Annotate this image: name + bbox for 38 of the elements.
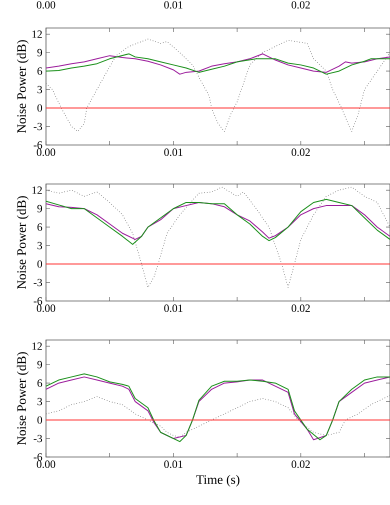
y-tick-label: 3 xyxy=(38,242,42,250)
y-tick-label: 9 xyxy=(37,360,42,368)
y-tick-label: 12 xyxy=(32,30,42,38)
x-tick-label: 0.01 xyxy=(164,460,182,468)
y-tick-label: -6 xyxy=(34,453,42,461)
y-tick-label: 3 xyxy=(38,86,42,94)
x-tick-label: 0.00 xyxy=(36,460,56,468)
y-tick-label: 9 xyxy=(37,204,42,212)
y-tick-label: 12 xyxy=(32,342,42,350)
y-tick-label: 0 xyxy=(37,104,42,112)
y-tick-label: 6 xyxy=(37,223,42,231)
x-tick-label: 0.01 xyxy=(164,148,182,156)
x-tick-label: 0.02 xyxy=(292,460,310,468)
y-axis-title: Noise Power (dB) xyxy=(16,40,29,134)
y-tick-label: 0 xyxy=(37,260,42,268)
y-tick-label: -6 xyxy=(34,141,42,149)
x-tick-label: 0.00 xyxy=(36,148,56,156)
text: 0.02 xyxy=(292,1,310,9)
x-tick-label: 0.00 xyxy=(36,304,56,312)
y-axis-title: Noise Power (dB) xyxy=(16,196,29,290)
y-tick-label: 6 xyxy=(37,379,42,387)
y-tick-label: -6 xyxy=(34,297,42,305)
y-tick-label: -3 xyxy=(34,278,42,286)
y-tick-label: 3 xyxy=(38,398,42,406)
y-tick-label: -3 xyxy=(34,434,42,442)
text: 0.01 xyxy=(164,1,182,9)
y-tick-label: -3 xyxy=(34,122,42,130)
y-tick-label: 6 xyxy=(37,67,42,75)
x-axis-title: Time (s) xyxy=(196,474,240,487)
x-tick-label: 0.01 xyxy=(164,304,182,312)
x-tick-label: 0.02 xyxy=(292,304,310,312)
y-tick-label: 9 xyxy=(37,48,42,56)
y-tick-label: 12 xyxy=(32,186,42,194)
y-tick-label: 0 xyxy=(37,416,42,424)
line-series xyxy=(46,53,390,75)
y-axis-title: Noise Power (dB) xyxy=(16,352,29,446)
text: 0.00 xyxy=(36,1,56,9)
x-tick-label: 0.02 xyxy=(292,148,310,156)
